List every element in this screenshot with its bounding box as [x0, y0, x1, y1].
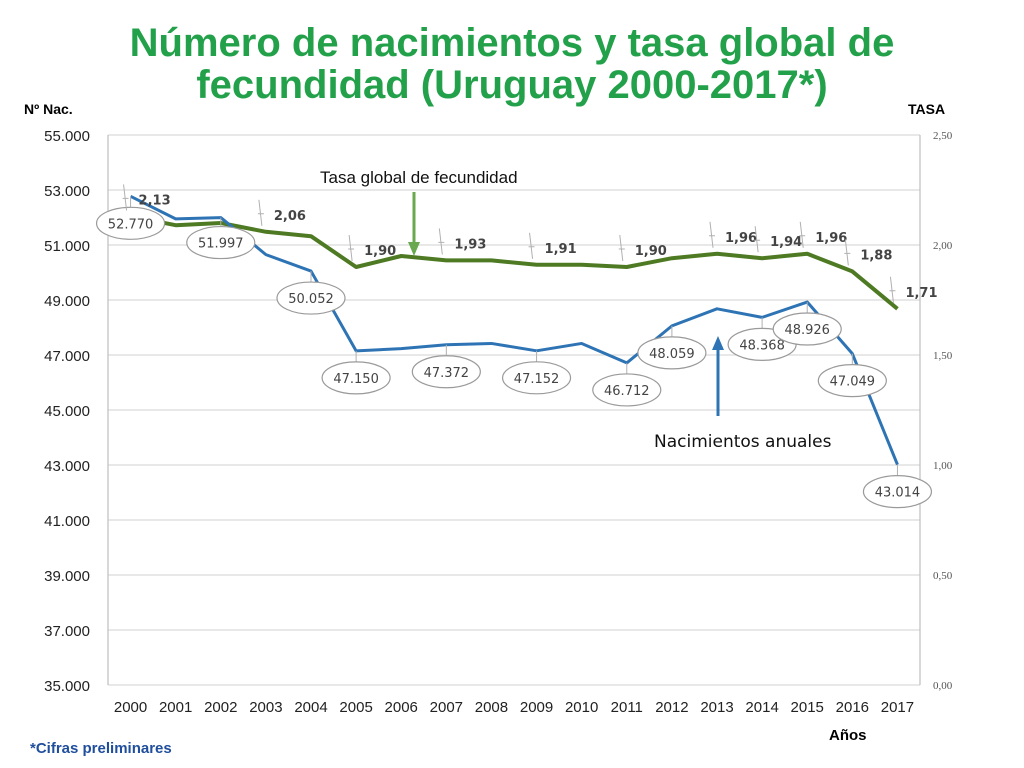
series-line-tfr — [130, 214, 899, 311]
y-right-tick-label: 1,50 — [933, 350, 953, 362]
births-label-bubble — [276, 281, 346, 315]
y-left-tick-label: 43.000 — [44, 458, 90, 475]
births-data-label: 48.368 — [739, 338, 785, 353]
x-tick-label: 2010 — [565, 699, 598, 716]
title-line-2: fecundidad (Uruguay 2000-2017*) — [196, 63, 828, 107]
tfr-label-tick — [844, 239, 851, 266]
y-right-tick-label: 2,00 — [933, 240, 953, 252]
births-label-bubble — [862, 475, 933, 509]
x-tick-label: 2003 — [249, 699, 282, 716]
tfr-data-label: 1,88 — [860, 248, 892, 263]
tfr-label-tick — [528, 232, 535, 259]
footnote: *Cifras preliminares — [30, 740, 172, 757]
births-data-label: 48.926 — [784, 323, 830, 338]
tfr-data-label: 1,96 — [815, 231, 847, 246]
births-data-label: 51.997 — [198, 237, 244, 252]
x-tick-label: 2012 — [655, 699, 688, 716]
series-line-births — [129, 194, 899, 466]
tfr-data-label: 1,93 — [454, 237, 486, 252]
tfr-label-tick — [348, 234, 355, 262]
y-left-tick-label: 47.000 — [44, 348, 90, 365]
y-left-tick-label: 55.000 — [44, 128, 90, 145]
y-left-tick-label: 45.000 — [44, 403, 90, 420]
y-right-axis-title: TASA — [908, 101, 946, 117]
births-label-bubble — [411, 355, 481, 389]
tfr-label-tick — [754, 226, 761, 253]
births-data-label: 47.150 — [333, 372, 379, 387]
tfr-data-label: 2,06 — [274, 209, 306, 224]
tfr-label-tick — [438, 228, 445, 255]
y-left-tick-label: 53.000 — [44, 183, 90, 200]
annotation-tfr-label: Tasa global de fecundidad — [320, 168, 518, 187]
births-data-label: 47.049 — [830, 375, 876, 390]
x-tick-label: 2016 — [836, 699, 869, 716]
births-data-label: 50.052 — [288, 292, 334, 307]
x-tick-label: 2005 — [339, 699, 372, 716]
tfr-data-label: 2,13 — [139, 193, 171, 208]
annotation-births-label: Nacimientos anuales — [654, 432, 832, 452]
annotation-tfr-arrowhead — [408, 242, 420, 256]
tfr-label-tick — [618, 234, 625, 262]
x-tick-label: 2004 — [294, 699, 327, 716]
tfr-data-label: 1,90 — [364, 244, 396, 259]
tfr-data-label: 1,96 — [725, 231, 757, 246]
tfr-label-tick — [889, 276, 896, 303]
tfr-data-label: 1,94 — [770, 235, 802, 250]
annotation-births-arrowhead — [712, 336, 724, 350]
births-data-label: 48.059 — [649, 347, 695, 362]
births-label-bubble — [321, 361, 391, 395]
x-tick-label: 2013 — [700, 699, 733, 716]
x-tick-label: 2001 — [159, 699, 192, 716]
births-label-bubble — [592, 373, 662, 407]
x-tick-label: 2015 — [791, 699, 824, 716]
tfr-label-tick — [257, 199, 264, 226]
x-tick-label: 2000 — [114, 699, 147, 716]
y-left-axis-title: Nº Nac. — [24, 101, 73, 117]
births-label-bubble — [637, 336, 707, 370]
chart-title: Número de nacimientos y tasa global de f… — [0, 22, 1024, 106]
tfr-label-tick — [122, 184, 129, 211]
births-data-label: 43.014 — [875, 486, 921, 501]
births-label-bubble — [772, 312, 842, 346]
x-tick-label: 2007 — [430, 699, 463, 716]
y-right-tick-label: 0,50 — [933, 570, 953, 582]
births-data-label: 46.712 — [604, 384, 650, 399]
tfr-label-tick — [799, 221, 806, 248]
x-tick-label: 2017 — [881, 699, 914, 716]
title-line-1: Número de nacimientos y tasa global de — [129, 21, 895, 65]
x-tick-label: 2014 — [745, 699, 778, 716]
y-right-tick-label: 2,50 — [933, 130, 953, 142]
tfr-data-label: 1,91 — [545, 242, 577, 257]
births-data-label: 47.152 — [514, 372, 560, 387]
y-left-tick-label: 39.000 — [44, 568, 90, 585]
y-left-tick-label: 37.000 — [44, 623, 90, 640]
y-left-tick-label: 35.000 — [44, 678, 90, 695]
y-right-tick-label: 1,00 — [933, 460, 953, 472]
births-label-bubble — [186, 225, 256, 260]
tfr-data-label: 1,71 — [905, 286, 937, 301]
x-tick-label: 2009 — [520, 699, 553, 716]
births-label-bubble — [817, 364, 887, 398]
y-right-tick-label: 0,00 — [933, 680, 953, 692]
births-label-bubble — [501, 361, 572, 395]
births-label-bubble — [95, 206, 166, 240]
births-data-label: 47.372 — [424, 366, 470, 381]
x-tick-label: 2011 — [611, 699, 643, 716]
tfr-data-label: 1,90 — [635, 244, 667, 259]
y-left-tick-label: 49.000 — [44, 293, 90, 310]
x-axis-title: Años — [829, 727, 867, 744]
y-left-tick-label: 41.000 — [44, 513, 90, 530]
x-tick-label: 2008 — [475, 699, 508, 716]
x-tick-label: 2002 — [204, 699, 237, 716]
births-data-label: 52.770 — [108, 217, 154, 232]
x-tick-label: 2006 — [385, 699, 418, 716]
y-left-tick-label: 51.000 — [44, 238, 90, 255]
tfr-label-tick — [709, 221, 715, 248]
